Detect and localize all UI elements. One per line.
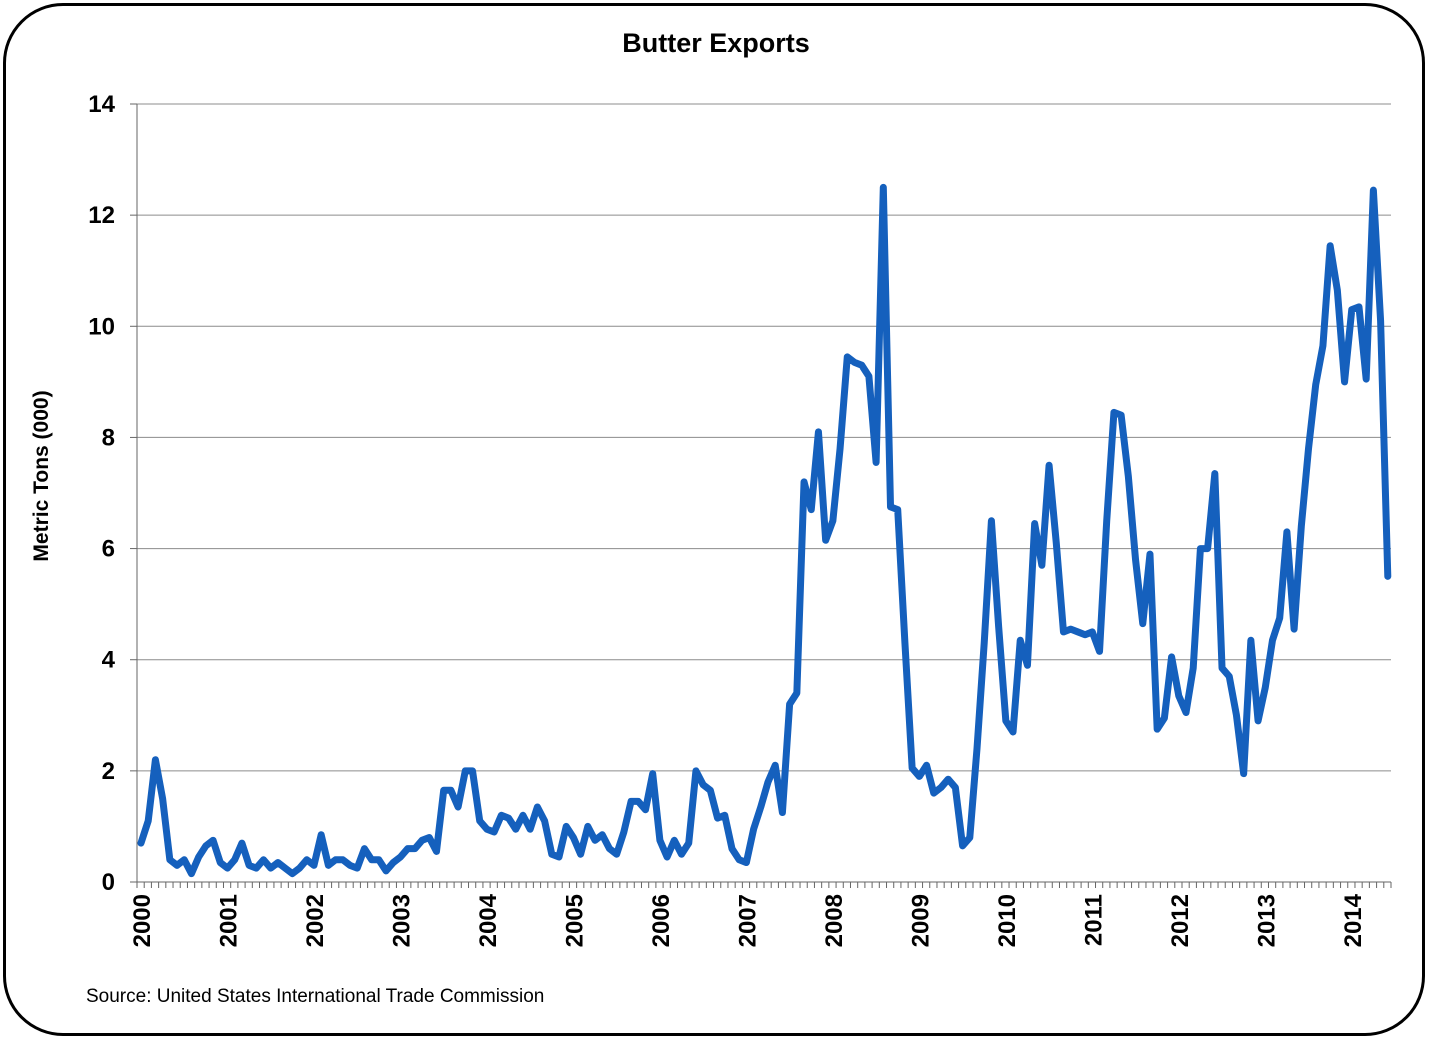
series-group [137, 183, 1392, 878]
y-tick-label: 12 [88, 202, 115, 229]
x-tick-label: 2007 [734, 894, 761, 947]
axes [136, 104, 1392, 888]
y-tick-label: 2 [102, 758, 115, 785]
x-tick-label: 2006 [648, 894, 675, 947]
x-tick-label: 2001 [215, 894, 242, 947]
chart-title: Butter Exports [622, 28, 810, 58]
chart-frame [3, 3, 1425, 1036]
x-tick-label: 2011 [1080, 894, 1107, 946]
x-tick-label: 2009 [907, 894, 934, 947]
x-tick-label: 2012 [1167, 894, 1194, 947]
y-tick-label: 6 [102, 536, 115, 563]
y-tick-label: 4 [102, 647, 116, 674]
gridlines [130, 103, 1391, 883]
x-tick-label: 2000 [129, 894, 156, 947]
x-tick-label: 2013 [1253, 894, 1280, 947]
x-tick-labels: 2000 2001 2002 2003 2004 2005 2006 2007 2008 2009… [129, 893, 1367, 947]
y-tick-labels: 0 2 4 6 8 10 12 14 [88, 91, 115, 896]
x-tick-label: 2014 [1340, 893, 1367, 947]
y-axis-label: Metric Tons (000) [30, 390, 53, 561]
x-tick-label: 2010 [994, 894, 1021, 947]
source-note: Source: United States International Trad… [86, 986, 545, 1007]
y-tick-label: 0 [102, 869, 115, 896]
y-tick-label: 10 [88, 313, 115, 340]
y-tick-label: 14 [88, 91, 115, 118]
x-tick-label: 2008 [821, 894, 848, 947]
series-line-butter-exports [137, 183, 1392, 878]
x-tick-label: 2003 [388, 894, 415, 947]
x-tick-label: 2005 [561, 894, 588, 947]
x-tick-label: 2004 [475, 893, 502, 947]
y-tick-label: 8 [102, 424, 115, 451]
x-tick-label: 2002 [302, 894, 329, 947]
